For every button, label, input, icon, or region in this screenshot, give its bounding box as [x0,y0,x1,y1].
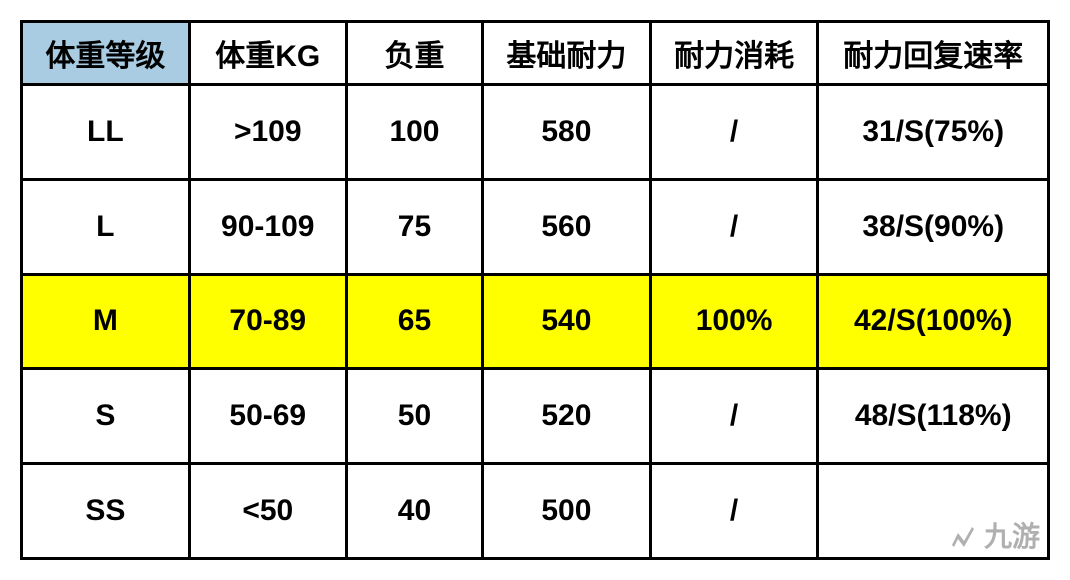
cell-stamina-cost: / [650,464,818,559]
cell-weight-kg: 50-69 [189,369,346,464]
header-load: 负重 [346,22,482,85]
cell-base-stamina: 500 [483,464,651,559]
cell-weight-kg: 90-109 [189,179,346,274]
cell-load: 100 [346,85,482,180]
cell-weight-class: LL [22,85,190,180]
cell-weight-class: L [22,179,190,274]
cell-base-stamina: 520 [483,369,651,464]
table-row: LL >109 100 580 / 31/S(75%) [22,85,1049,180]
cell-base-stamina: 580 [483,85,651,180]
cell-weight-kg: >109 [189,85,346,180]
header-weight-kg: 体重KG [189,22,346,85]
cell-stamina-recovery [818,464,1049,559]
cell-stamina-cost: / [650,85,818,180]
cell-weight-class: SS [22,464,190,559]
header-weight-class: 体重等级 [22,22,190,85]
cell-weight-class: M [22,274,190,369]
table-row: L 90-109 75 560 / 38/S(90%) [22,179,1049,274]
cell-stamina-cost: / [650,179,818,274]
table-row-highlighted: M 70-89 65 540 100% 42/S(100%) [22,274,1049,369]
cell-weight-kg: 70-89 [189,274,346,369]
table-row: S 50-69 50 520 / 48/S(118%) [22,369,1049,464]
header-base-stamina: 基础耐力 [483,22,651,85]
cell-load: 40 [346,464,482,559]
header-stamina-recovery: 耐力回复速率 [818,22,1049,85]
table-body: LL >109 100 580 / 31/S(75%) L 90-109 75 … [22,85,1049,559]
cell-weight-kg: <50 [189,464,346,559]
cell-base-stamina: 540 [483,274,651,369]
cell-base-stamina: 560 [483,179,651,274]
cell-stamina-cost: 100% [650,274,818,369]
cell-load: 50 [346,369,482,464]
cell-stamina-recovery: 42/S(100%) [818,274,1049,369]
header-stamina-cost: 耐力消耗 [650,22,818,85]
weight-class-table: 体重等级 体重KG 负重 基础耐力 耐力消耗 耐力回复速率 LL >109 10… [20,20,1050,560]
cell-stamina-recovery: 38/S(90%) [818,179,1049,274]
cell-load: 65 [346,274,482,369]
cell-load: 75 [346,179,482,274]
cell-stamina-recovery: 31/S(75%) [818,85,1049,180]
cell-stamina-cost: / [650,369,818,464]
cell-weight-class: S [22,369,190,464]
table-header-row: 体重等级 体重KG 负重 基础耐力 耐力消耗 耐力回复速率 [22,22,1049,85]
table-row: SS <50 40 500 / [22,464,1049,559]
cell-stamina-recovery: 48/S(118%) [818,369,1049,464]
